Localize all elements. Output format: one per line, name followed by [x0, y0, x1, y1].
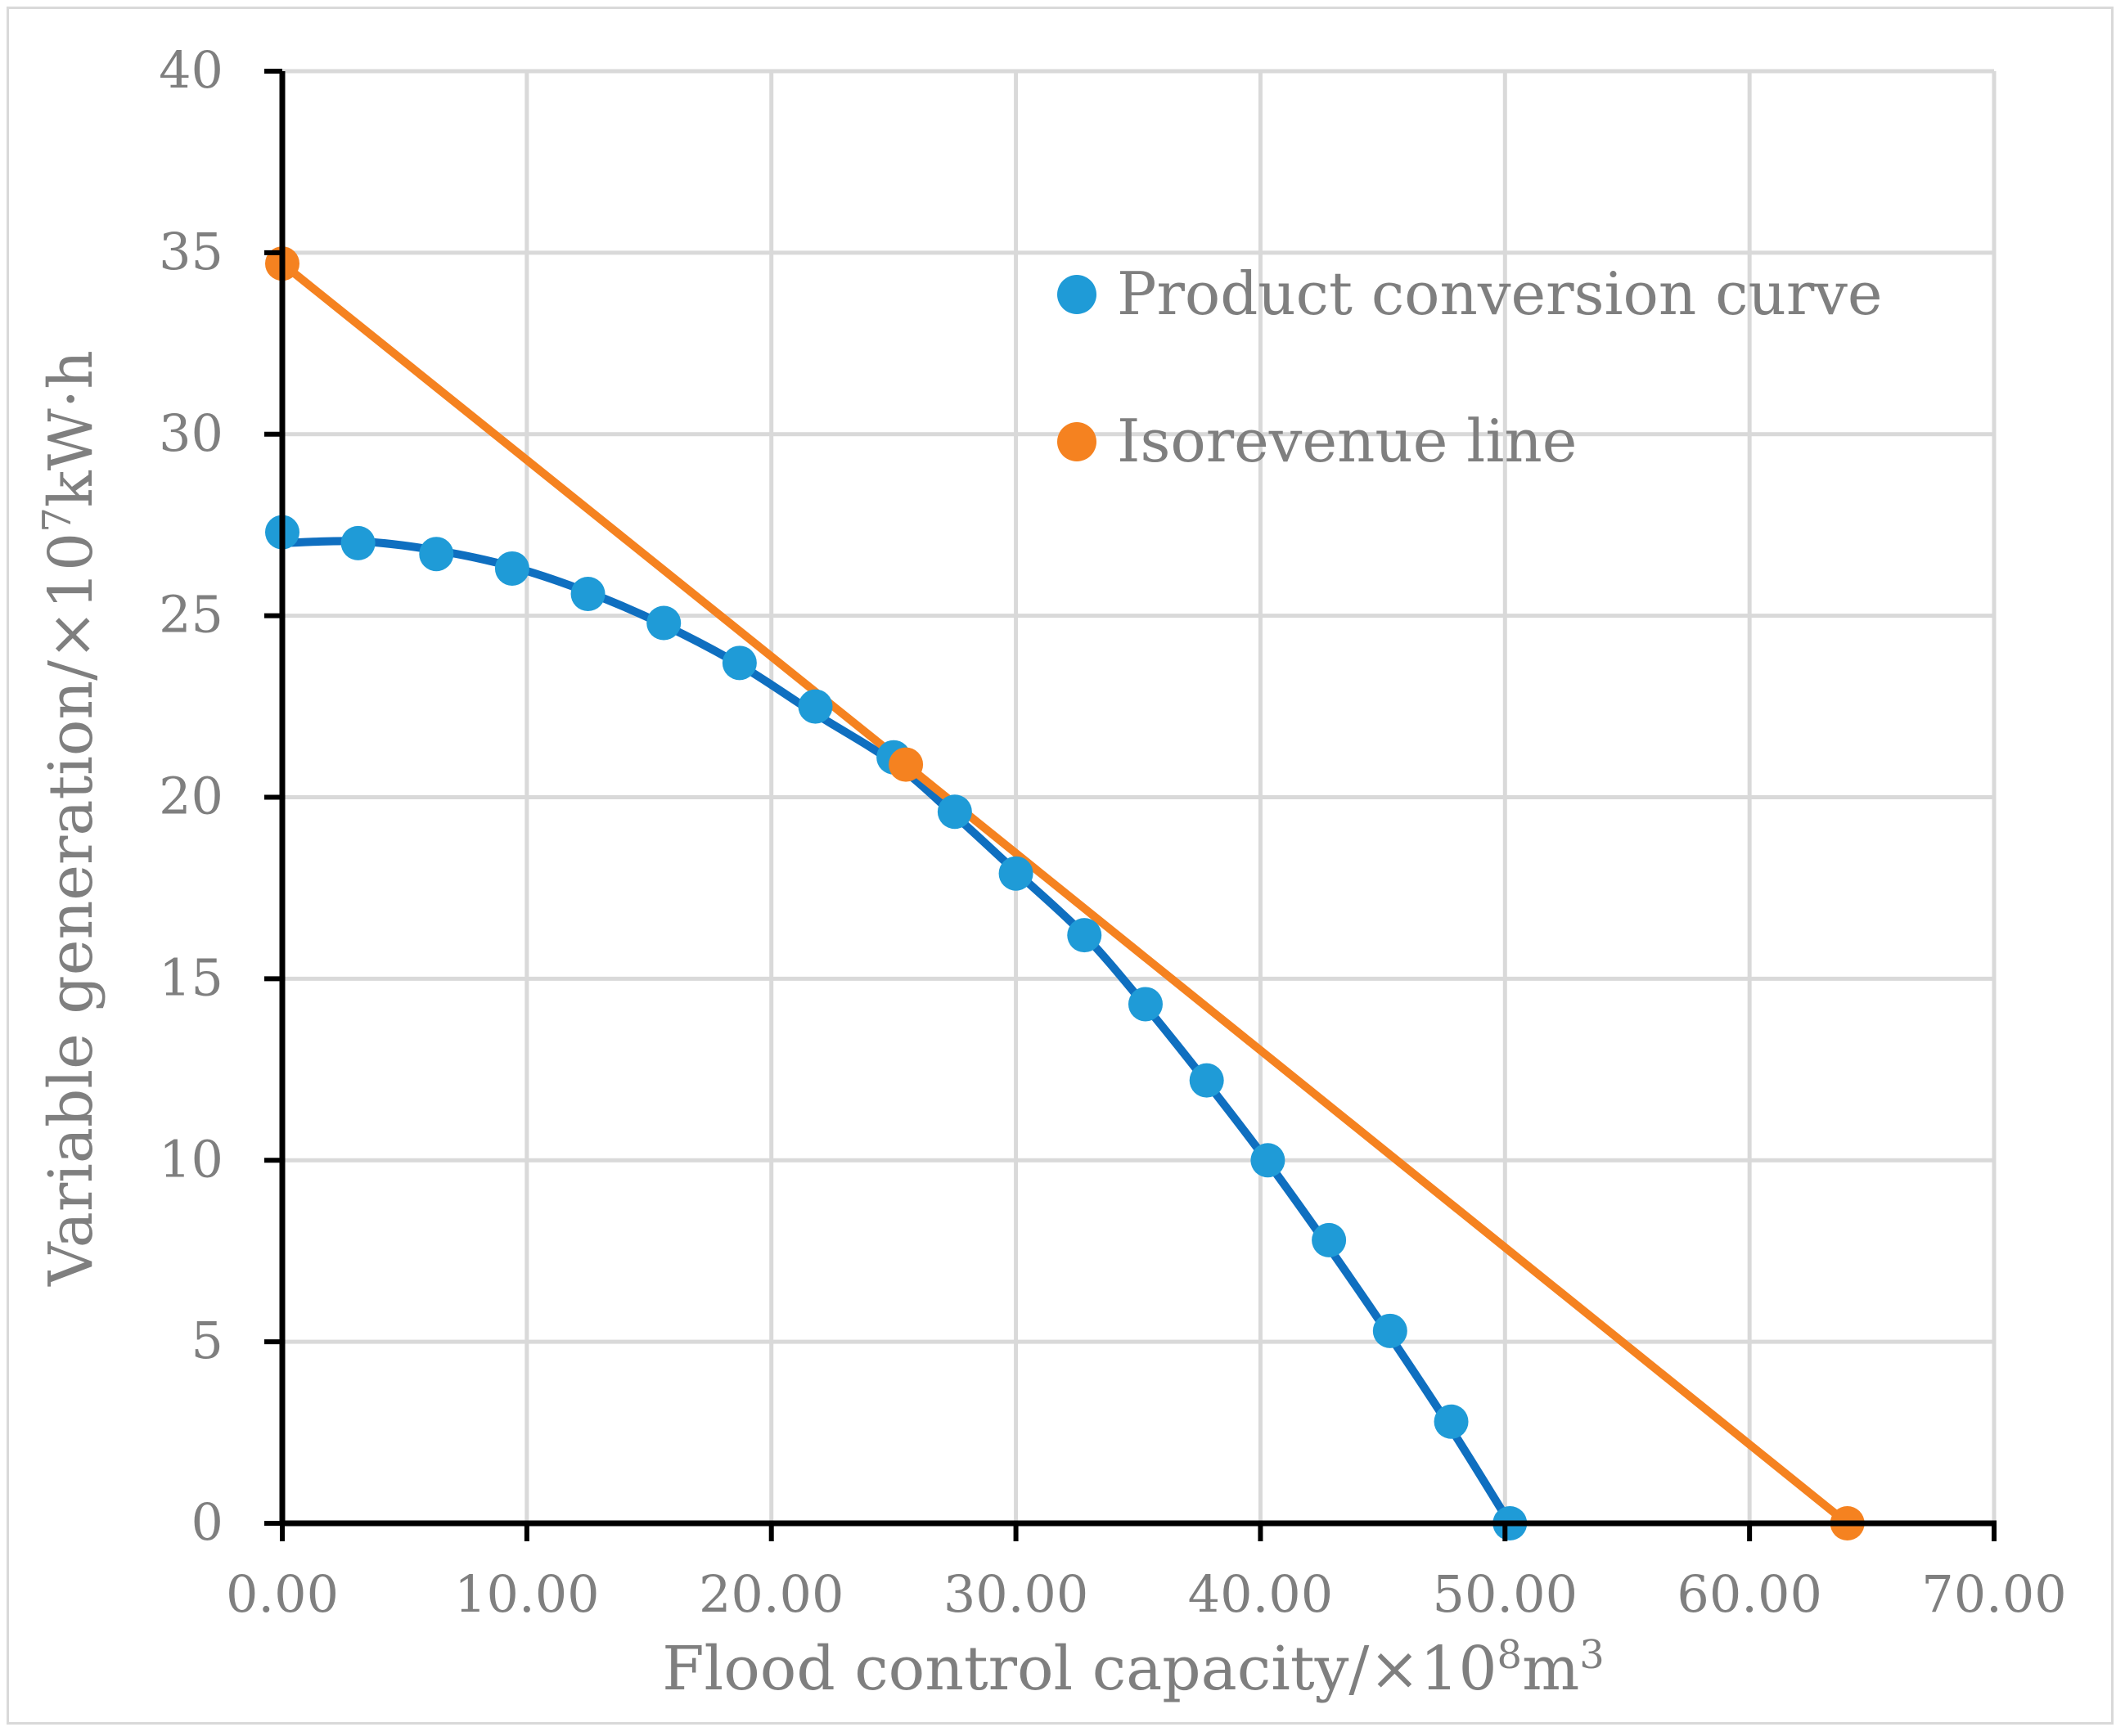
data-point-product-conversion-curve	[722, 645, 757, 681]
data-point-product-conversion-curve	[937, 794, 972, 830]
data-point-product-conversion-curve	[1312, 1222, 1347, 1257]
data-point-product-conversion-curve	[1250, 1143, 1285, 1178]
y-tick-label: 10	[159, 1129, 223, 1189]
data-point-product-conversion-curve	[1434, 1404, 1469, 1439]
data-point-product-conversion-curve	[340, 525, 376, 560]
x-axis-title: Flood control capacity/×108m3	[662, 1632, 1605, 1704]
x-tick-label: 60.00	[1677, 1564, 1822, 1624]
x-tick-label: 40.00	[1188, 1564, 1334, 1624]
x-tick-label: 30.00	[943, 1564, 1089, 1624]
legend-item-product-conversion-curve: Product conversion curve	[1057, 259, 1883, 328]
y-tick-label: 25	[159, 585, 223, 645]
data-point-product-conversion-curve	[419, 537, 454, 572]
y-tick-label: 15	[159, 947, 223, 1007]
data-point-product-conversion-curve	[798, 689, 833, 724]
y-tick-label: 0	[191, 1492, 223, 1552]
x-tick-label: 0.00	[226, 1564, 339, 1624]
legend-marker-isorevenue-line	[1057, 422, 1096, 461]
x-tick-label: 70.00	[1921, 1564, 2067, 1624]
x-tick-label: 20.00	[699, 1564, 844, 1624]
y-tick-label: 5	[191, 1311, 223, 1370]
data-point-product-conversion-curve	[570, 577, 606, 611]
data-point-product-conversion-curve	[998, 856, 1033, 891]
x-tick-label: 50.00	[1433, 1564, 1578, 1624]
data-point-isorevenue-line	[889, 747, 924, 782]
plot-area	[265, 246, 1865, 1540]
y-axis-title: Variable generation/×107kW·h	[34, 350, 106, 1287]
data-point-product-conversion-curve	[1067, 918, 1102, 953]
legend: Product conversion curve Isorevenue line	[1057, 259, 1883, 475]
y-tick-label: 35	[159, 222, 223, 281]
data-point-product-conversion-curve	[1128, 987, 1163, 1022]
data-point-product-conversion-curve	[1189, 1063, 1224, 1098]
series-line-product-conversion-curve	[278, 537, 1515, 1527]
axes	[264, 69, 1997, 1541]
y-tick-label: 20	[159, 767, 223, 826]
legend-marker-product-conversion-curve	[1057, 275, 1096, 314]
data-point-product-conversion-curve	[494, 551, 529, 586]
y-tick-label: 30	[159, 403, 223, 463]
y-tick-label: 40	[159, 40, 223, 100]
data-point-product-conversion-curve	[1372, 1313, 1407, 1348]
legend-label-isorevenue-line: Isorevenue line	[1117, 407, 1577, 475]
grid	[282, 69, 1997, 1523]
legend-label-product-conversion-curve: Product conversion curve	[1117, 259, 1883, 328]
data-point-product-conversion-curve	[646, 605, 682, 641]
x-tick-label: 10.00	[454, 1564, 600, 1624]
tick-labels: 0 5 10 15 20 25 30 35 40 0.00 10.00 20.00 30.00 40.00…	[159, 40, 2067, 1624]
legend-item-isorevenue-line: Isorevenue line	[1057, 407, 1577, 475]
